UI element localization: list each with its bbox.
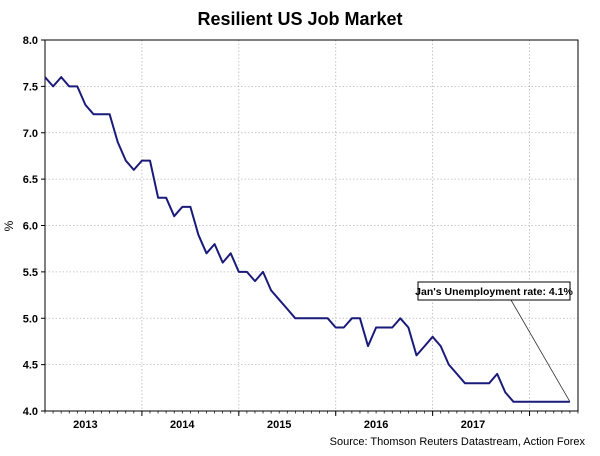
series-lines bbox=[44, 76, 570, 403]
y-tick-label: 8.0 bbox=[23, 35, 38, 47]
y-tick-label: 6.5 bbox=[23, 174, 38, 186]
y-tick-label: 4.0 bbox=[23, 406, 38, 418]
gridlines bbox=[45, 39, 578, 411]
source-note: Source: Thomson Reuters Datastream, Acti… bbox=[330, 436, 586, 448]
y-tick-label: 7.0 bbox=[23, 128, 38, 140]
y-tick-label: 7.5 bbox=[23, 81, 38, 93]
annotation: Jan's Unemployment rate: 4.1% bbox=[415, 281, 574, 402]
annotation-label: Jan's Unemployment rate: 4.1% bbox=[415, 286, 573, 298]
annotation-box bbox=[417, 281, 571, 301]
x-tick-label: 2013 bbox=[73, 419, 97, 431]
annotation-pointer bbox=[510, 299, 571, 402]
x-tick-label: 2016 bbox=[364, 419, 388, 431]
y-tick-label: 4.5 bbox=[23, 360, 38, 372]
x-tick-label: 2014 bbox=[170, 419, 195, 431]
axes bbox=[41, 39, 579, 416]
y-tick-label: 5.5 bbox=[23, 267, 38, 279]
y-tick-label: 6.0 bbox=[23, 221, 38, 233]
tick-labels: 4.0 4.5 5.0 5.5 6.0 6.5 7.0 7.5 8.0 2013 2014 2015 2… bbox=[23, 35, 486, 431]
plot-frame bbox=[44, 39, 579, 412]
chart-title: Resilient US Job Market bbox=[197, 9, 402, 29]
y-tick-label: 5.0 bbox=[23, 313, 38, 325]
unemployment-rate-line bbox=[44, 76, 570, 403]
x-tick-label: 2015 bbox=[267, 419, 291, 431]
y-axis-label: % bbox=[2, 220, 16, 231]
x-tick-label: 2017 bbox=[461, 419, 485, 431]
